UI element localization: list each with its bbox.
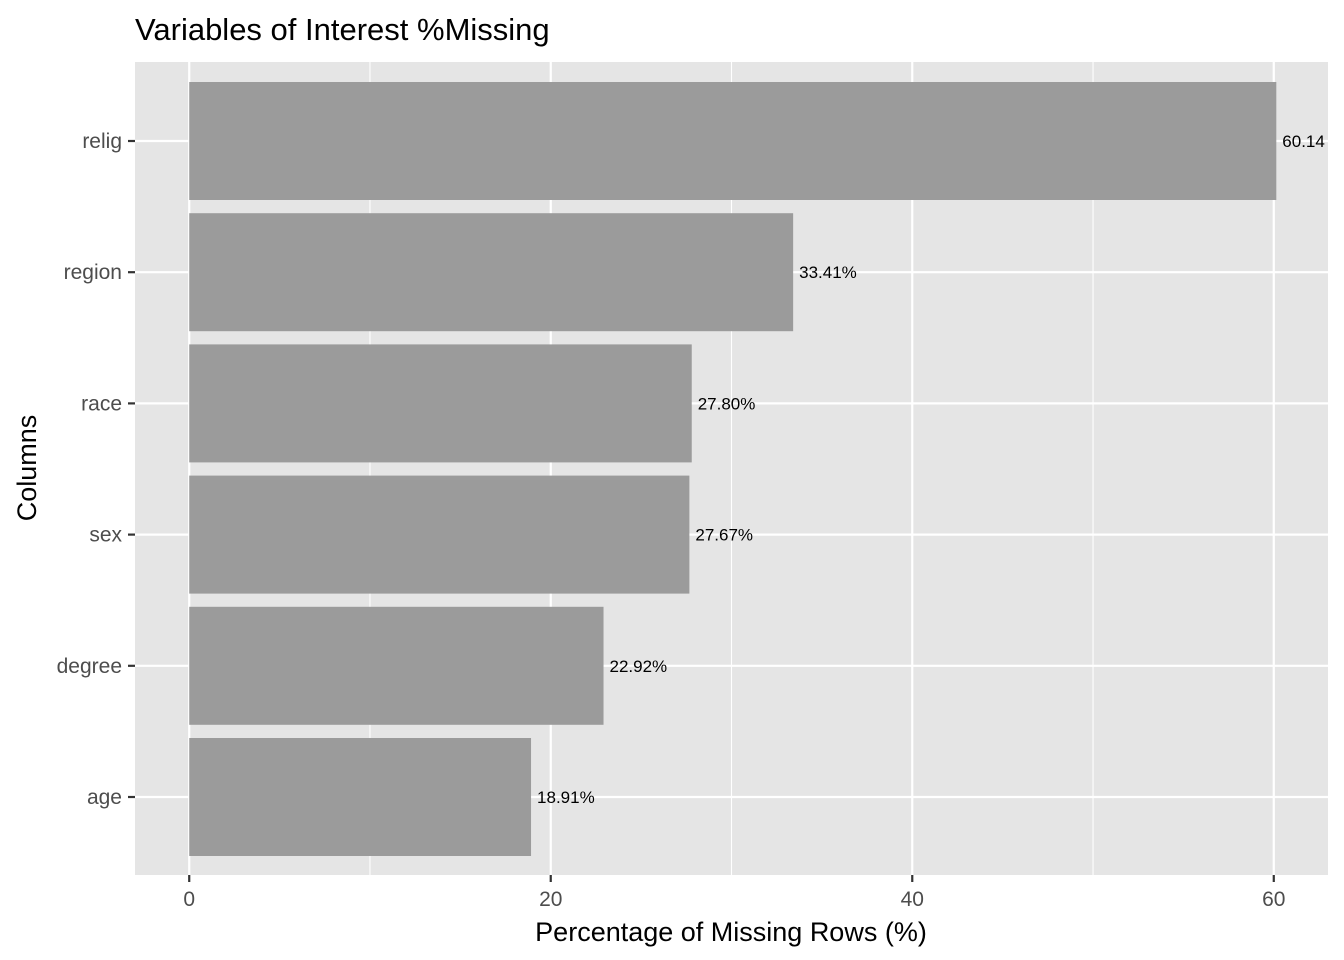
y-tick-label-degree: degree	[57, 655, 122, 678]
bars	[189, 82, 1277, 856]
bar-degree	[189, 606, 604, 725]
data-label-age: 18.91%	[537, 788, 595, 807]
chart-title: Variables of Interest %Missing	[135, 12, 550, 47]
x-tick-label-2: 40	[901, 888, 924, 911]
data-label-region: 33.41%	[799, 263, 857, 282]
x-tick-label-1: 20	[539, 888, 562, 911]
x-axis: 0 20 40 60	[183, 875, 1285, 911]
bar-age	[189, 738, 532, 856]
y-axis-title: Columns	[12, 415, 42, 522]
bar-sex	[189, 475, 690, 594]
data-label-sex: 27.67%	[695, 526, 753, 545]
x-tick-label-3: 60	[1262, 888, 1285, 911]
y-tick-label-sex: sex	[89, 524, 122, 547]
bar-region	[189, 213, 794, 332]
data-labels: 60.14 33.41% 27.80% 27.67% 22.92% 18.91%	[537, 132, 1325, 807]
x-axis-title: Percentage of Missing Rows (%)	[535, 917, 927, 947]
y-tick-label-age: age	[87, 786, 122, 809]
data-label-degree: 22.92%	[610, 657, 668, 676]
data-label-race: 27.80%	[698, 394, 756, 413]
bar-race	[189, 344, 692, 463]
y-tick-label-region: region	[64, 261, 122, 284]
y-tick-label-race: race	[81, 392, 122, 415]
bar-relig	[189, 82, 1277, 200]
data-label-relig: 60.14	[1282, 132, 1325, 151]
x-tick-label-0: 0	[183, 888, 195, 911]
y-tick-label-relig: relig	[82, 130, 122, 153]
y-axis: relig region race sex degree age	[57, 130, 135, 809]
